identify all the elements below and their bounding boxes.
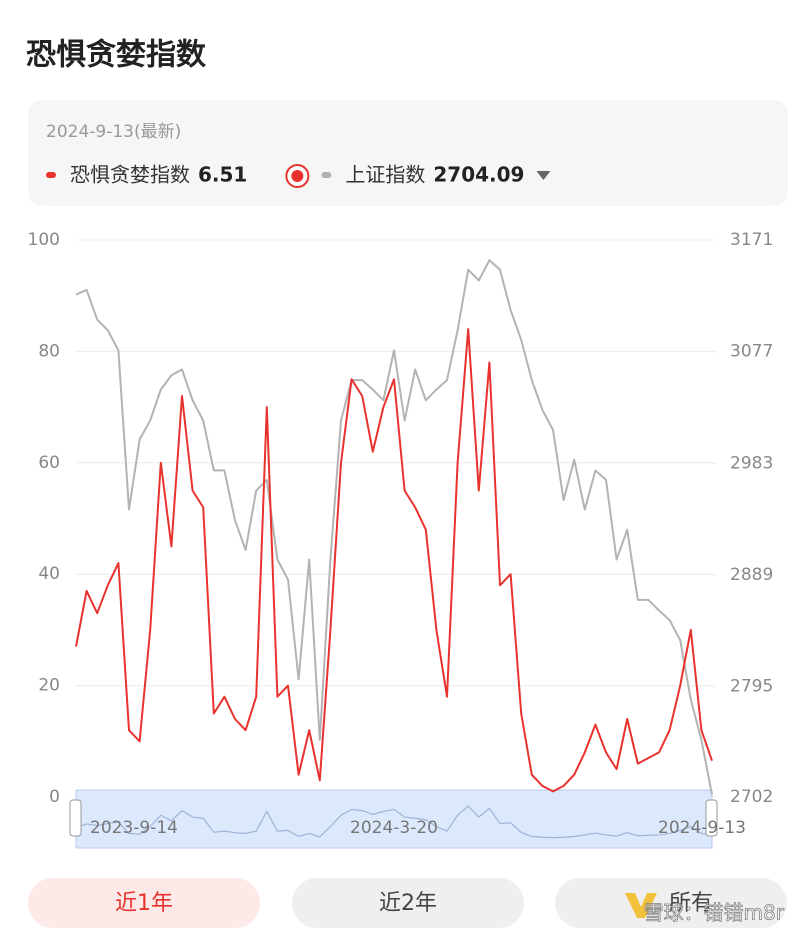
range-button-label[interactable]: 近2年 <box>379 891 437 916</box>
plot: 0 20 40 60 80 100 2702 2795 2889 2983 3077 3171 2023… <box>28 230 773 849</box>
series-line <box>75 259 713 795</box>
y2-tick-label: 2795 <box>730 677 773 697</box>
legend: 恐惧贪婪指数 6.51 上证指数 2704.09 <box>46 163 551 188</box>
y-tick-label: 60 <box>38 453 60 473</box>
navigator-handle-right[interactable] <box>705 799 718 837</box>
navigator-label: 2024-3-20 <box>350 818 438 838</box>
navigator-label: 2024-9-13 <box>658 818 746 838</box>
dropdown-arrow[interactable] <box>536 171 551 180</box>
latest-date: 2024-9-13(最新) <box>46 122 181 142</box>
range-button-label[interactable]: 所有 <box>669 891 713 916</box>
y-tick-label: 0 <box>49 787 60 807</box>
y2-tick-label: 2983 <box>730 453 773 473</box>
y-tick-label: 40 <box>38 564 60 584</box>
navigator-label: 2023-9-14 <box>90 818 178 838</box>
range-buttons: 近1年 近2年 所有 <box>28 878 787 928</box>
range-button[interactable] <box>28 878 260 928</box>
legend-swatch <box>321 172 332 178</box>
legend-label: 恐惧贪婪指数 <box>70 163 190 187</box>
legend-value: 6.51 <box>198 163 247 187</box>
y2-tick-label: 2889 <box>730 565 773 585</box>
legend-label: 上证指数 <box>345 163 425 187</box>
legend-value: 2704.09 <box>433 163 524 187</box>
range-button[interactable] <box>292 878 524 928</box>
y-tick-label: 20 <box>38 676 60 696</box>
navigator-line <box>75 805 713 839</box>
page-title: 恐惧贪婪指数 <box>26 38 207 73</box>
y-tick-label: 100 <box>28 230 60 250</box>
series-line <box>75 328 713 793</box>
navigator-handle-left[interactable] <box>69 799 82 837</box>
navigator <box>75 789 713 849</box>
y2-tick-label: 2702 <box>730 787 773 807</box>
y-tick-label: 80 <box>38 341 60 361</box>
legend-swatch <box>46 172 56 178</box>
info-box <box>28 100 788 206</box>
range-button[interactable] <box>555 878 787 928</box>
range-button-label[interactable]: 近1年 <box>115 891 173 916</box>
watermark: 雪球：错错m8r <box>644 901 785 925</box>
vip-icon <box>625 893 657 918</box>
y2-tick-label: 3077 <box>730 342 773 362</box>
selector-dot <box>291 170 304 182</box>
y2-tick-label: 3171 <box>730 230 773 250</box>
